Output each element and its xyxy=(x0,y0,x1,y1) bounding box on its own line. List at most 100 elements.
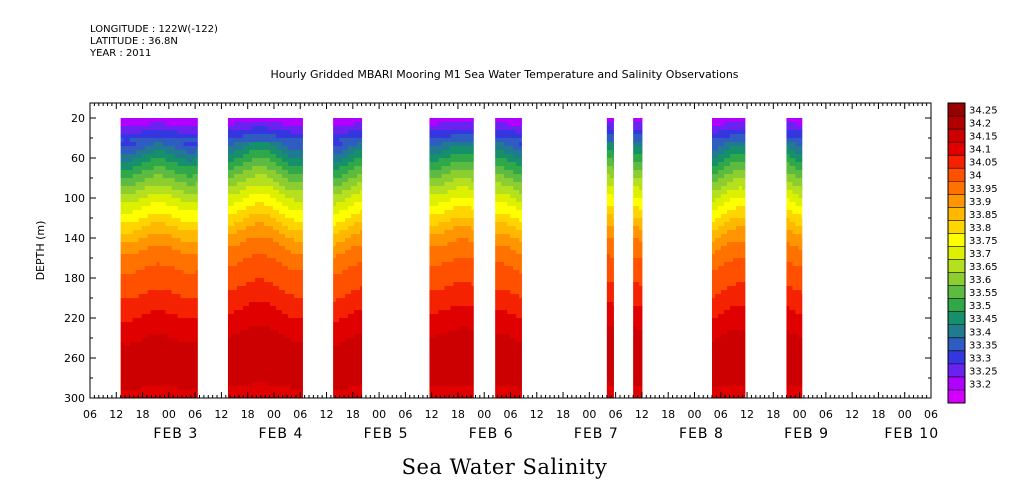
salinity-cell xyxy=(236,246,241,251)
salinity-cell xyxy=(147,338,152,343)
salinity-cell xyxy=(239,198,244,203)
salinity-cell xyxy=(254,282,259,287)
salinity-cell xyxy=(278,282,283,287)
salinity-cell xyxy=(150,386,155,391)
salinity-cell xyxy=(257,186,262,191)
salinity-cell xyxy=(251,226,256,231)
salinity-cell xyxy=(171,162,176,167)
salinity-cell xyxy=(129,318,134,323)
salinity-cell xyxy=(132,286,137,291)
salinity-cell xyxy=(129,254,134,259)
salinity-cell xyxy=(432,374,436,379)
salinity-cell xyxy=(192,282,197,287)
salinity-cell xyxy=(272,146,277,151)
salinity-cell xyxy=(296,374,301,379)
salinity-cell xyxy=(177,214,182,219)
salinity-cell xyxy=(251,190,256,195)
salinity-cell xyxy=(189,170,194,175)
salinity-cell xyxy=(132,326,137,331)
salinity-cell xyxy=(333,202,337,207)
salinity-cell xyxy=(141,158,146,163)
salinity-cell xyxy=(248,130,253,135)
salinity-cell xyxy=(450,226,454,231)
salinity-cell xyxy=(126,346,131,351)
salinity-cell xyxy=(429,310,433,315)
salinity-cell xyxy=(180,254,185,259)
salinity-cell xyxy=(444,246,448,251)
salinity-cell xyxy=(432,330,436,335)
salinity-cell xyxy=(360,222,363,227)
salinity-cell xyxy=(299,306,303,311)
salinity-cell xyxy=(260,234,265,239)
salinity-cell xyxy=(435,262,439,267)
salinity-cell xyxy=(296,198,301,203)
salinity-cell xyxy=(284,122,289,127)
salinity-cell xyxy=(453,246,457,251)
salinity-cell xyxy=(357,226,361,231)
salinity-cell xyxy=(123,338,128,343)
salinity-cell xyxy=(345,326,349,331)
salinity-cell xyxy=(183,330,188,335)
salinity-cell xyxy=(186,374,191,379)
salinity-cell xyxy=(141,386,146,391)
salinity-cell xyxy=(447,278,451,283)
salinity-cell xyxy=(251,162,256,167)
salinity-cell xyxy=(171,322,176,327)
salinity-cell xyxy=(126,282,131,287)
salinity-cell xyxy=(135,218,140,223)
salinity-cell xyxy=(290,130,295,135)
salinity-cell xyxy=(345,350,349,355)
salinity-cell xyxy=(195,182,198,187)
salinity-cell xyxy=(438,162,442,167)
salinity-cell xyxy=(242,130,247,135)
salinity-cell xyxy=(269,230,274,235)
salinity-cell xyxy=(435,354,439,359)
salinity-cell xyxy=(296,270,301,275)
salinity-cell xyxy=(345,130,349,135)
salinity-cell xyxy=(333,130,337,135)
salinity-cell xyxy=(123,274,128,279)
salinity-cell xyxy=(171,122,176,127)
salinity-cell xyxy=(438,266,442,271)
salinity-cell xyxy=(120,230,125,235)
salinity-cell xyxy=(171,246,176,251)
salinity-cell xyxy=(174,326,179,331)
salinity-cell xyxy=(263,234,268,239)
salinity-cell xyxy=(257,346,262,351)
salinity-cell xyxy=(138,298,143,303)
salinity-cell xyxy=(444,242,448,247)
salinity-cell xyxy=(236,206,241,211)
salinity-cell xyxy=(251,138,256,143)
salinity-cell xyxy=(156,390,161,395)
salinity-cell xyxy=(195,346,198,351)
salinity-cell xyxy=(266,138,271,143)
salinity-cell xyxy=(459,150,463,155)
salinity-cell xyxy=(429,122,433,127)
salinity-cell xyxy=(251,306,256,311)
salinity-cell xyxy=(138,182,143,187)
salinity-cell xyxy=(174,134,179,139)
salinity-cell xyxy=(141,202,146,207)
salinity-cell xyxy=(345,202,349,207)
salinity-cell xyxy=(266,350,271,355)
salinity-cell xyxy=(120,218,125,223)
salinity-cell xyxy=(354,190,358,195)
salinity-cell xyxy=(162,218,167,223)
salinity-cell xyxy=(230,306,235,311)
salinity-cell xyxy=(269,142,274,147)
salinity-cell xyxy=(171,270,176,275)
salinity-cell xyxy=(254,326,259,331)
salinity-cell xyxy=(126,298,131,303)
salinity-cell xyxy=(450,302,454,307)
salinity-cell xyxy=(456,166,460,171)
salinity-cell xyxy=(278,206,283,211)
salinity-cell xyxy=(438,182,442,187)
salinity-cell xyxy=(429,166,433,171)
salinity-cell xyxy=(233,306,238,311)
salinity-cell xyxy=(342,386,346,391)
salinity-cell xyxy=(360,382,363,387)
salinity-cell xyxy=(159,330,164,335)
salinity-cell xyxy=(260,254,265,259)
salinity-cell xyxy=(227,370,232,375)
salinity-cell xyxy=(435,342,439,347)
